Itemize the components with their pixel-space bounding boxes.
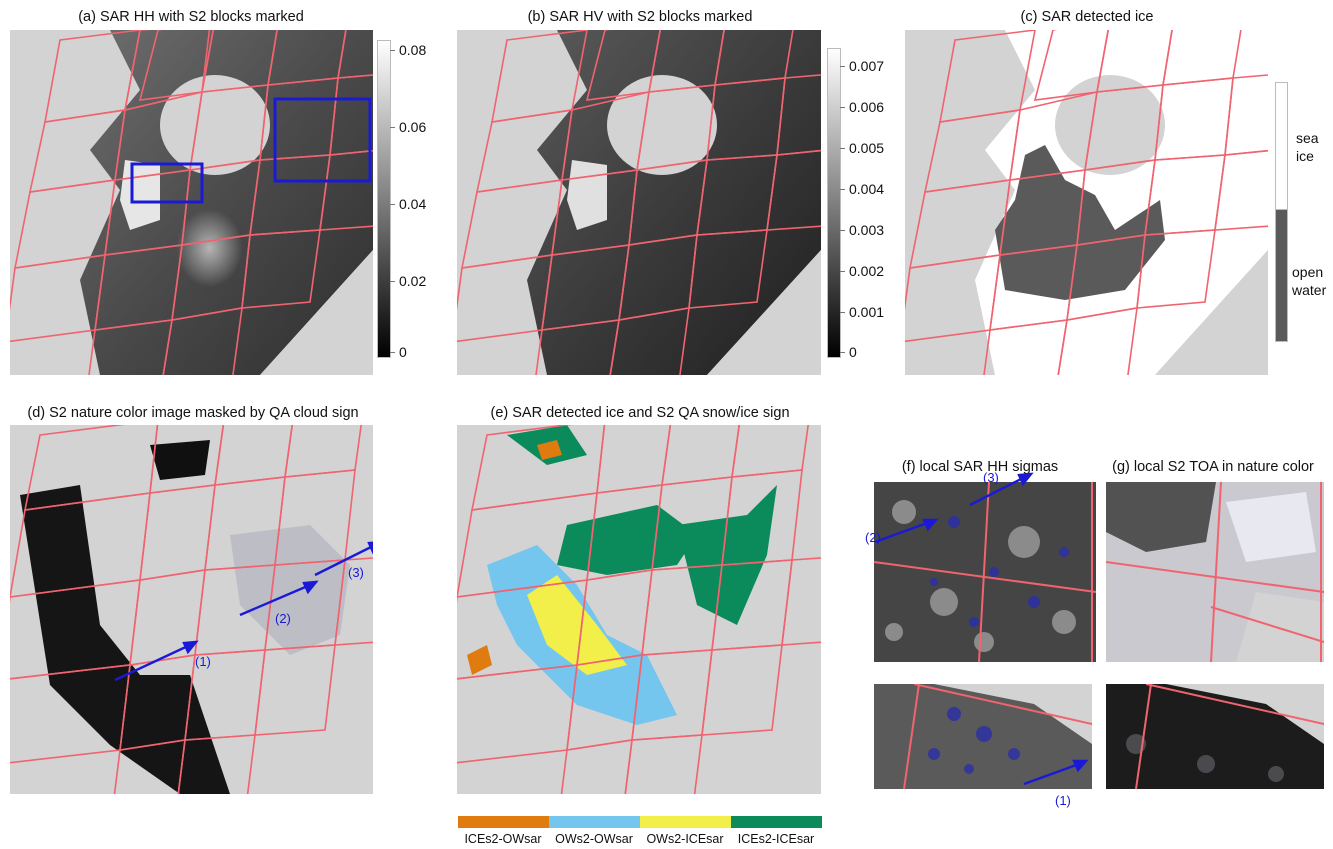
annotation-f-1: (1)	[1055, 793, 1071, 808]
title-panel-c: (c) SAR detected ice	[1020, 9, 1154, 25]
panel-c-detected-ice	[905, 30, 1268, 375]
s2-grid	[905, 30, 1268, 375]
title-panel-g: (g) local S2 TOA in nature color	[1112, 459, 1314, 475]
arrows-f-top	[874, 472, 1034, 544]
label-water: water	[1292, 282, 1327, 298]
label-ice: ice	[1296, 148, 1314, 164]
no-data-corner	[1155, 250, 1268, 375]
colorbar-b-tick-2: 0.005	[839, 140, 885, 156]
label-open: open	[1292, 264, 1324, 280]
colorbar-b-tick-6: 0.001	[839, 304, 885, 320]
blue-box-2	[273, 97, 372, 183]
panel-f-top-sar-hh	[874, 482, 1096, 662]
colorbar-b-tick-7: 0	[840, 344, 857, 360]
annotation-d-2: (2)	[275, 611, 291, 626]
panel-e-ice-comparison	[457, 425, 821, 794]
colorbar-a-tick-2: 0.04	[389, 196, 427, 212]
panel-a-image	[10, 30, 373, 375]
bay-ice	[160, 75, 270, 175]
colorbar-b	[827, 48, 841, 358]
title-panel-d: (d) S2 nature color image masked by QA c…	[27, 405, 359, 421]
panel-a-sar-hh	[10, 30, 373, 375]
panel-f-top-image	[874, 482, 1096, 662]
ice-texture	[885, 500, 1076, 652]
colorbar-b-tick-4: 0.003	[839, 222, 885, 238]
panel-d-s2-nature-color	[10, 425, 373, 794]
bay-ice	[607, 75, 717, 175]
s2-grid	[457, 425, 821, 794]
panel-g-top-image	[1106, 482, 1324, 662]
legend-swatch-ows2-owsar	[549, 816, 640, 828]
ice-texture	[1126, 734, 1284, 782]
panel-d-image	[10, 425, 373, 794]
arrows	[114, 541, 373, 682]
no-data-corner	[260, 250, 373, 375]
panel-c-image	[905, 30, 1268, 375]
s2-grid	[10, 30, 373, 375]
legend-label-ices2-owsar: ICEs2-OWsar	[464, 832, 542, 846]
dark-water	[20, 485, 230, 794]
ice-ow-patch-1	[537, 440, 562, 460]
no-data-area	[1236, 592, 1324, 662]
panel-f-bottom-sar-hh	[874, 684, 1092, 789]
s2-grid	[10, 425, 373, 794]
s2-grid	[874, 482, 1096, 662]
colorbar-c-open-water	[1275, 209, 1288, 342]
bay-ice	[1055, 75, 1165, 175]
s2-grid	[903, 684, 1092, 789]
colorbar-c-sea-ice	[1275, 82, 1288, 211]
sea-region	[527, 30, 821, 375]
legend-swatch-ices2-owsar	[458, 816, 549, 828]
annotation-d-1: (1)	[195, 654, 211, 669]
annotation-f-3: (3)	[983, 470, 999, 485]
s2-grid	[457, 30, 821, 375]
blue-box-1	[130, 162, 204, 204]
arrow-1	[1023, 759, 1089, 786]
ice-ice-region-2	[557, 505, 697, 575]
ow-ice-region	[527, 575, 627, 675]
colorbar-a-tick-1: 0.06	[389, 119, 427, 135]
colorbar-a	[377, 40, 391, 358]
dark-water	[1106, 684, 1324, 789]
legend-label-ows2-icesar: OWs2-ICEsar	[646, 832, 724, 846]
colorbar-b-tick-1: 0.006	[839, 99, 885, 115]
legend-label-ows2-owsar: OWs2-OWsar	[555, 832, 633, 846]
panel-b-image	[457, 30, 821, 375]
legend-label-ices2-icesar: ICEs2-ICEsar	[737, 832, 815, 846]
colorbar-b-tick-5: 0.002	[839, 263, 885, 279]
title-panel-a: (a) SAR HH with S2 blocks marked	[78, 9, 304, 25]
title-panel-b: (b) SAR HV with S2 blocks marked	[527, 9, 753, 25]
s2-grid	[1106, 482, 1324, 662]
label-sea: sea	[1296, 130, 1319, 146]
sigma-contours	[930, 516, 1069, 627]
s2-grid	[1135, 684, 1324, 789]
panel-f-bottom-image	[874, 684, 1092, 789]
panel-g-bottom-image	[1106, 684, 1324, 789]
panel-e-image	[457, 425, 821, 794]
panel-g-top-s2-toa	[1106, 482, 1324, 662]
panel-g-bottom-s2-toa	[1106, 684, 1324, 789]
legend-swatch-ows2-icesar	[640, 816, 731, 828]
annotation-d-3: (3)	[348, 565, 364, 580]
legend-swatch-ices2-icesar	[731, 816, 822, 828]
colorbar-a-tick-4: 0	[390, 344, 407, 360]
bright-ice	[1226, 492, 1316, 562]
ice-ow-patch-2	[467, 645, 492, 675]
ice-ice-region-1	[677, 485, 777, 625]
colorbar-b-tick-3: 0.004	[839, 181, 885, 197]
panel-b-sar-hv	[457, 30, 821, 375]
dark-patch	[150, 440, 210, 480]
no-data-corner	[707, 250, 821, 375]
dark-floes	[1106, 482, 1216, 552]
s2-ice-patch	[230, 525, 350, 655]
sigma-contours	[928, 707, 1020, 774]
title-panel-f: (f) local SAR HH sigmas	[901, 459, 1059, 475]
colorbar-b-tick-0: 0.007	[839, 58, 885, 74]
colorbar-a-tick-0: 0.08	[389, 42, 427, 58]
title-panel-e: (e) SAR detected ice and S2 QA snow/ice …	[490, 405, 790, 421]
colorbar-a-tick-3: 0.02	[389, 273, 427, 289]
